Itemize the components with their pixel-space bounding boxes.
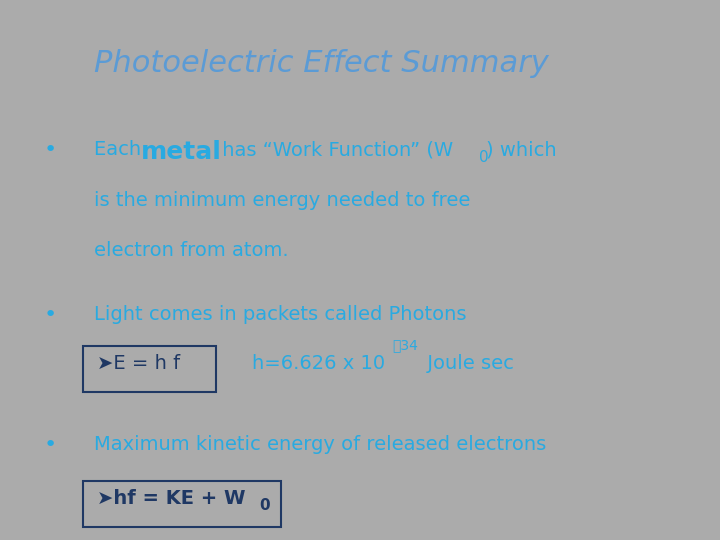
Text: •: • bbox=[43, 435, 56, 455]
Text: ⁳34: ⁳34 bbox=[392, 339, 418, 353]
Text: Light comes in packets called Photons: Light comes in packets called Photons bbox=[94, 305, 466, 324]
Text: h=6.626 x 10: h=6.626 x 10 bbox=[252, 354, 385, 373]
Text: •: • bbox=[43, 305, 56, 325]
Text: ) which: ) which bbox=[486, 140, 557, 159]
Text: Each: Each bbox=[94, 140, 147, 159]
Text: •: • bbox=[43, 140, 56, 160]
Text: has “Work Function” (W: has “Work Function” (W bbox=[216, 140, 453, 159]
Text: Photoelectric Effect Summary: Photoelectric Effect Summary bbox=[94, 49, 549, 78]
Text: electron from atom.: electron from atom. bbox=[94, 241, 288, 260]
Text: metal: metal bbox=[140, 140, 221, 164]
Text: 0: 0 bbox=[259, 498, 270, 514]
Text: Maximum kinetic energy of released electrons: Maximum kinetic energy of released elect… bbox=[94, 435, 546, 454]
Text: is the minimum energy needed to free: is the minimum energy needed to free bbox=[94, 191, 470, 210]
Text: ➤hf = KE + W: ➤hf = KE + W bbox=[97, 489, 246, 508]
Text: ➤E = h f: ➤E = h f bbox=[97, 354, 180, 373]
Text: 0: 0 bbox=[479, 150, 488, 165]
Text: Joule sec: Joule sec bbox=[421, 354, 514, 373]
